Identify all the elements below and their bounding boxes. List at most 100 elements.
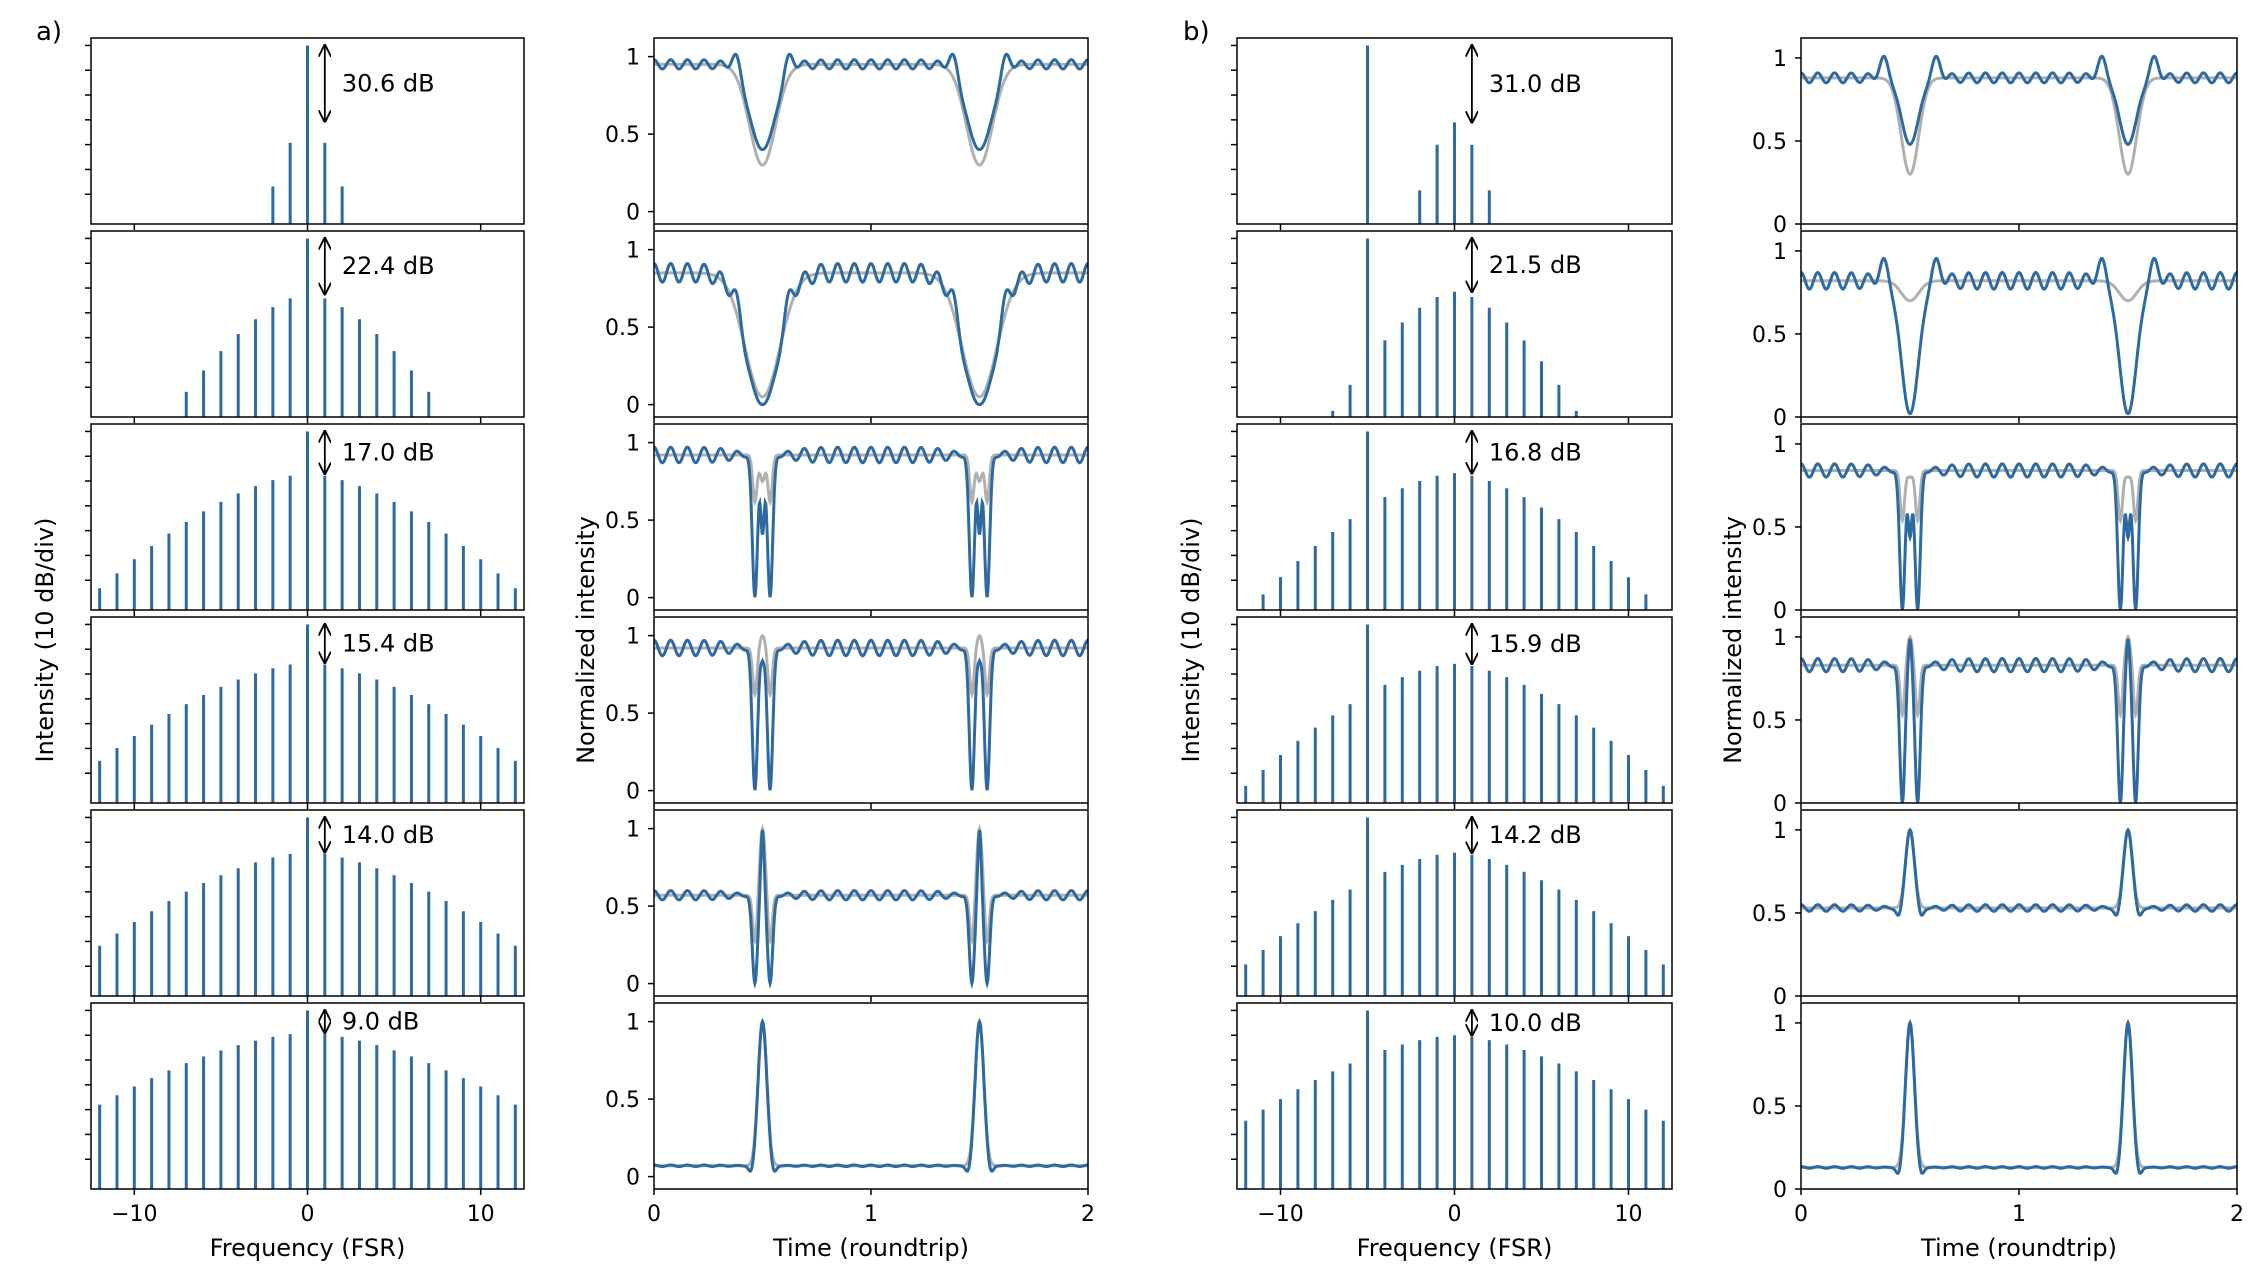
extinction-annotation: 9.0 dB xyxy=(342,1008,420,1036)
x-tick-label: 0 xyxy=(1448,1202,1462,1227)
extinction-annotation: 21.5 dB xyxy=(1489,251,1582,279)
subplot-2-5: 00.51 xyxy=(605,809,1089,1002)
y-tick-label: 0.5 xyxy=(605,1088,640,1113)
reference-trace xyxy=(654,62,1088,167)
axes-frame xyxy=(90,1002,525,1190)
reference-trace xyxy=(1801,1019,2237,1169)
x-tick-label: 0 xyxy=(647,1202,661,1227)
y-axis-label: Intensity (10 dB/div) xyxy=(1177,518,1205,763)
subplot-2-2: 00.51 xyxy=(605,230,1089,423)
y-tick-label: 0.5 xyxy=(1752,323,1787,348)
y-tick-label: 1 xyxy=(1773,240,1787,265)
x-tick-label: −10 xyxy=(1257,1202,1303,1227)
axes-frame xyxy=(653,230,1089,418)
y-tick-label: 0.5 xyxy=(1752,1095,1787,1120)
y-tick-label: 0 xyxy=(1773,792,1787,817)
axes-frame xyxy=(653,809,1089,997)
axes-frame xyxy=(1800,1002,2238,1190)
subplot-2-4: 00.51 xyxy=(605,616,1089,809)
extinction-annotation: 17.0 dB xyxy=(342,439,435,467)
y-tick-label: 1 xyxy=(626,818,640,843)
y-tick-label: 0 xyxy=(1773,985,1787,1010)
subplot-4-5: 00.51 xyxy=(1752,809,2238,1010)
x-axis-label: Frequency (FSR) xyxy=(1357,1234,1553,1262)
intensity-trace xyxy=(1800,256,2238,416)
y-tick-label: 1 xyxy=(626,46,640,71)
y-tick-label: 0.5 xyxy=(1752,709,1787,734)
intensity-trace xyxy=(1801,1019,2237,1175)
subplot-1-5: 14.0 dB xyxy=(85,809,525,1002)
extinction-annotation: 15.9 dB xyxy=(1489,630,1582,658)
y-tick-label: 1 xyxy=(1773,819,1787,844)
axes-frame xyxy=(1236,423,1673,611)
subplot-3-5: 14.2 dB xyxy=(1231,809,1673,1002)
y-tick-label: 0 xyxy=(626,973,640,998)
axes-frame xyxy=(653,1002,1089,1190)
intensity-trace xyxy=(1800,462,2238,610)
y-tick-label: 1 xyxy=(626,625,640,650)
y-axis-label: Intensity (10 dB/div) xyxy=(31,518,59,763)
reference-trace xyxy=(1801,634,2237,720)
y-tick-label: 0.5 xyxy=(605,316,640,341)
x-tick-label: 0 xyxy=(1794,1202,1808,1227)
subplot-2-6: 0 0.5 1 0 1 2 xyxy=(605,1002,1095,1227)
x-tick-label: 2 xyxy=(2230,1202,2244,1227)
axes-frame xyxy=(1236,37,1673,225)
reference-trace xyxy=(1801,827,2237,910)
subplot-3-1: 31.0 dB xyxy=(1231,37,1673,230)
subplot-3-4: 15.9 dB xyxy=(1231,616,1673,809)
y-tick-label: 0 xyxy=(626,394,640,419)
subplot-1-3: 17.0 dB xyxy=(85,423,525,616)
axes-frame xyxy=(653,37,1089,225)
reference-trace xyxy=(1801,76,2237,176)
x-tick-label: 2 xyxy=(1081,1202,1095,1227)
subplot-1-6: 9.0 dB −10 0 10 xyxy=(85,1002,525,1227)
reference-trace xyxy=(654,823,1088,946)
intensity-trace xyxy=(653,829,1089,990)
subplot-1-2: 22.4 dB xyxy=(85,230,525,423)
y-tick-label: 0 xyxy=(1773,599,1787,624)
subplot-4-3: 00.51 xyxy=(1752,423,2238,624)
intensity-trace xyxy=(653,52,1089,152)
y-tick-label: 0.5 xyxy=(1752,516,1787,541)
x-tick-label: 1 xyxy=(2012,1202,2026,1227)
extinction-annotation: 31.0 dB xyxy=(1489,70,1582,98)
subplot-2-1: 00.51 xyxy=(605,37,1089,230)
axes-frame xyxy=(1236,616,1673,804)
intensity-trace xyxy=(1800,54,2238,146)
intensity-trace xyxy=(1801,827,2237,917)
extinction-annotation: 14.0 dB xyxy=(342,821,435,849)
axes-frame xyxy=(1236,809,1673,997)
reference-trace xyxy=(654,1017,1088,1168)
extinction-annotation: 16.8 dB xyxy=(1489,438,1582,466)
axes-frame xyxy=(1800,230,2238,418)
subplot-4-4: 00.51 xyxy=(1752,616,2238,817)
axes-frame xyxy=(653,616,1089,804)
subplot-3-6: 10.0 dB −10 0 10 xyxy=(1231,1002,1673,1227)
axes-frame xyxy=(90,37,525,225)
extinction-annotation: 10.0 dB xyxy=(1489,1009,1582,1037)
y-tick-label: 0.5 xyxy=(605,702,640,727)
reference-trace xyxy=(654,271,1088,399)
panel-label-a: a) xyxy=(36,17,62,47)
intensity-trace xyxy=(653,262,1089,407)
y-tick-label: 0 xyxy=(626,201,640,226)
x-tick-label: 1 xyxy=(864,1202,878,1227)
y-tick-label: 0 xyxy=(1773,1178,1787,1203)
extinction-annotation: 30.6 dB xyxy=(342,69,435,97)
x-axis-label: Time (roundtrip) xyxy=(772,1234,969,1262)
intensity-trace xyxy=(653,445,1089,598)
x-tick-label: 0 xyxy=(301,1202,315,1227)
reference-trace xyxy=(1801,279,2237,303)
y-tick-label: 1 xyxy=(1773,433,1787,458)
axes-frame xyxy=(1800,423,2238,611)
axes-frame xyxy=(90,809,525,997)
y-tick-label: 1 xyxy=(626,239,640,264)
y-tick-label: 0.5 xyxy=(1752,130,1787,155)
reference-trace xyxy=(654,453,1088,507)
x-tick-label: 10 xyxy=(467,1202,495,1227)
axes-frame xyxy=(1236,230,1673,418)
y-tick-label: 0 xyxy=(1773,213,1787,238)
